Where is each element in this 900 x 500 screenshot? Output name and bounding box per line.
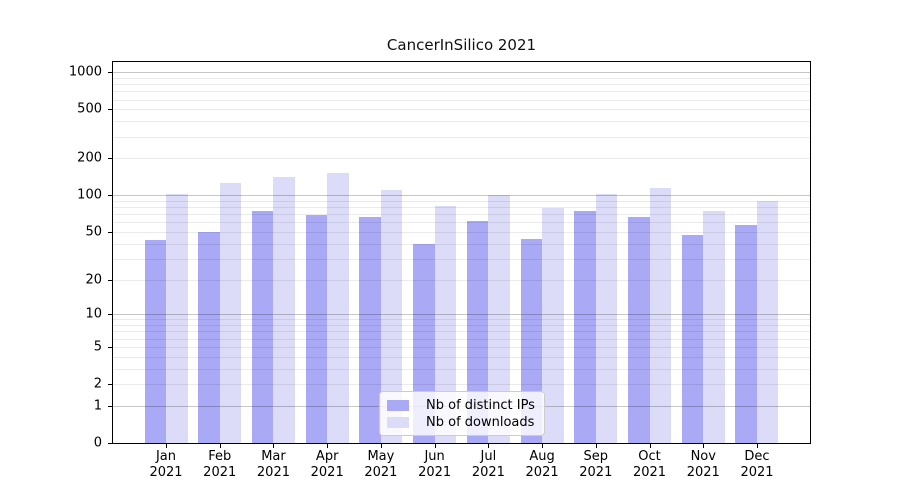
bar-distinct-ips-jul xyxy=(466,220,489,443)
gridline-100 xyxy=(113,195,810,197)
y-tick-label-50: 50 xyxy=(85,224,102,240)
bar-downloads-jan xyxy=(166,193,188,443)
y-tick-mark xyxy=(108,279,112,281)
y-tick-label-100: 100 xyxy=(77,187,102,203)
x-tick-mark xyxy=(595,444,597,448)
x-tick-mark xyxy=(488,444,490,448)
gridline-500 xyxy=(113,109,810,111)
bar-downloads-dec xyxy=(756,201,779,443)
x-tick-label-jan: Jan 2021 xyxy=(149,449,183,480)
plot-area: Nb of distinct IPs Nb of downloads xyxy=(112,61,811,444)
x-tick-label-oct: Oct 2021 xyxy=(632,449,667,480)
bar-distinct-ips-apr xyxy=(305,214,328,443)
y-tick-mark xyxy=(108,158,112,160)
y-tick-label-20: 20 xyxy=(85,272,102,288)
y-tick-label-5: 5 xyxy=(93,339,102,355)
x-axis: Jan 2021 Feb 2021 Mar 2021 Apr 2021 May 2021 Jun 20… xyxy=(112,444,811,496)
y-tick-label-2: 2 xyxy=(93,376,102,392)
y-tick-label-10: 10 xyxy=(85,306,102,322)
gridline-900 xyxy=(113,77,810,79)
y-axis: 0 1 2 5 10 20 50 100 200 500 1000 xyxy=(0,61,112,451)
chart-title: CancerInSilico 2021 xyxy=(386,36,537,54)
gridline-800 xyxy=(113,84,810,86)
gridline-200 xyxy=(113,158,810,160)
x-tick-mark xyxy=(649,444,651,448)
x-tick-mark xyxy=(273,444,275,448)
legend-swatch-downloads xyxy=(387,417,409,428)
gridline-400 xyxy=(113,121,810,123)
bar-downloads-nov xyxy=(703,210,725,443)
bar-distinct-ips-dec xyxy=(735,225,757,443)
y-tick-label-200: 200 xyxy=(77,150,102,166)
y-tick-mark xyxy=(108,72,112,74)
bar-downloads-may xyxy=(380,189,403,443)
y-tick-label-500: 500 xyxy=(77,101,102,117)
bar-distinct-ips-sep xyxy=(574,211,596,443)
bar-downloads-jul xyxy=(488,195,510,443)
y-tick-label-0: 0 xyxy=(93,435,102,451)
y-tick-mark xyxy=(108,384,112,386)
gridline-600 xyxy=(113,99,810,101)
bar-downloads-apr xyxy=(327,172,349,443)
bar-distinct-ips-mar xyxy=(251,211,274,443)
x-tick-mark xyxy=(756,444,758,448)
x-tick-label-mar: Mar 2021 xyxy=(256,449,290,480)
bar-downloads-mar xyxy=(273,176,295,443)
x-tick-label-jun: Jun 2021 xyxy=(418,449,452,480)
y-tick-mark xyxy=(108,231,112,233)
legend-item-downloads: Nb of downloads xyxy=(387,414,536,431)
bar-downloads-oct xyxy=(649,187,672,443)
x-tick-mark xyxy=(542,444,544,448)
y-tick-label-1000: 1000 xyxy=(68,64,102,80)
y-tick-mark xyxy=(108,109,112,111)
x-tick-label-apr: Apr 2021 xyxy=(310,449,344,480)
y-tick-mark xyxy=(108,346,112,348)
x-tick-mark xyxy=(219,444,221,448)
x-tick-label-nov: Nov 2021 xyxy=(686,449,720,480)
bar-distinct-ips-jan xyxy=(144,239,166,443)
x-tick-mark xyxy=(327,444,329,448)
x-tick-mark xyxy=(166,444,167,448)
x-tick-mark xyxy=(380,444,382,448)
y-tick-label-1: 1 xyxy=(93,398,102,414)
legend-label-distinct-ips: Nb of distinct IPs xyxy=(426,398,535,413)
bar-distinct-ips-nov xyxy=(681,235,704,443)
bar-distinct-ips-may xyxy=(359,216,381,443)
bar-distinct-ips-oct xyxy=(628,216,650,443)
y-tick-mark xyxy=(108,443,112,444)
bar-downloads-jun xyxy=(434,205,457,443)
y-tick-mark xyxy=(108,195,112,197)
bar-distinct-ips-feb xyxy=(198,231,220,443)
legend: Nb of distinct IPs Nb of downloads xyxy=(379,391,545,436)
legend-item-distinct-ips: Nb of distinct IPs xyxy=(387,397,536,414)
bar-downloads-sep xyxy=(595,194,618,443)
gridline-90 xyxy=(113,200,810,202)
gridline-1000 xyxy=(113,72,810,74)
bar-downloads-feb xyxy=(219,182,242,443)
gridline-300 xyxy=(113,136,810,138)
bar-downloads-aug xyxy=(542,207,564,443)
gridline-700 xyxy=(113,91,810,93)
x-tick-label-aug: Aug 2021 xyxy=(525,449,559,480)
x-tick-label-jul: Jul 2021 xyxy=(471,449,505,480)
y-tick-mark xyxy=(108,405,112,407)
x-tick-label-dec: Dec 2021 xyxy=(740,449,774,480)
x-tick-mark xyxy=(703,444,705,448)
x-tick-label-feb: Feb 2021 xyxy=(203,449,237,480)
x-tick-mark xyxy=(434,444,436,448)
y-tick-mark xyxy=(108,314,112,316)
x-tick-label-sep: Sep 2021 xyxy=(579,449,613,480)
gridline-80 xyxy=(113,207,810,209)
legend-label-downloads: Nb of downloads xyxy=(426,415,535,430)
x-tick-label-may: May 2021 xyxy=(364,449,398,480)
legend-swatch-distinct-ips xyxy=(387,400,409,411)
